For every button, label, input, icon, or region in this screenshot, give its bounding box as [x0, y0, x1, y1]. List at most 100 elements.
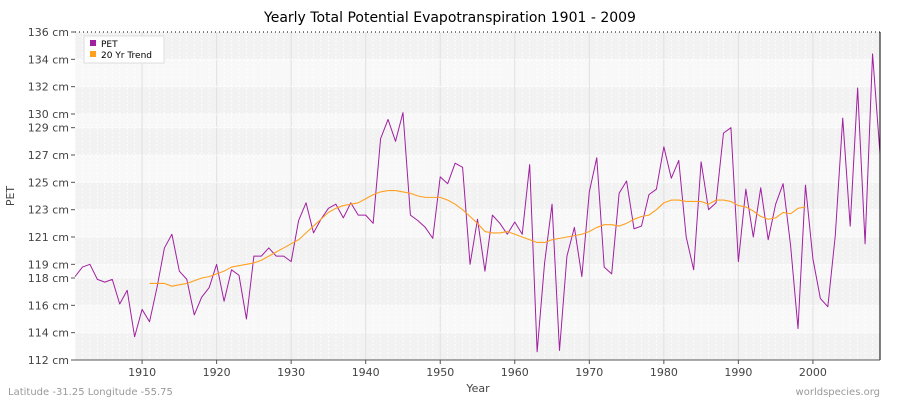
data-point-trend: [648, 214, 650, 216]
data-point-trend: [581, 233, 583, 235]
data-point-pet: [253, 255, 255, 257]
data-point-trend: [722, 199, 724, 201]
data-point-trend: [573, 234, 575, 236]
data-point-pet: [700, 161, 702, 163]
data-point-trend: [402, 191, 404, 193]
data-point-pet: [439, 176, 441, 178]
series-layer: [74, 53, 881, 353]
data-point-pet: [797, 327, 799, 329]
data-point-trend: [394, 189, 396, 191]
footer-coordinates: Latitude -31.25 Longitude -55.75: [8, 387, 173, 398]
data-point-trend: [685, 200, 687, 202]
data-point-trend: [745, 206, 747, 208]
data-point-pet: [379, 137, 381, 139]
data-point-trend: [439, 196, 441, 198]
data-point-pet: [111, 278, 113, 280]
data-point-trend: [238, 265, 240, 267]
data-point-pet: [126, 289, 128, 291]
data-point-pet: [558, 349, 560, 351]
data-point-pet: [566, 255, 568, 257]
data-point-trend: [625, 222, 627, 224]
x-tick-label: 1980: [650, 366, 678, 379]
y-tick-label: 123 cm: [28, 204, 69, 217]
data-point-pet: [722, 132, 724, 134]
data-point-trend: [357, 202, 359, 204]
data-point-trend: [178, 284, 180, 286]
data-point-pet: [819, 297, 821, 299]
x-tick-label: 2000: [799, 366, 827, 379]
data-point-pet: [804, 184, 806, 186]
legend-swatch-pet: [90, 40, 96, 46]
data-point-pet: [402, 111, 404, 113]
data-point-pet: [856, 87, 858, 89]
data-point-trend: [663, 202, 665, 204]
data-point-pet: [849, 225, 851, 227]
data-point-pet: [171, 233, 173, 235]
data-point-pet: [148, 321, 150, 323]
data-point-pet: [81, 266, 83, 268]
data-point-trend: [782, 211, 784, 213]
data-point-pet: [476, 218, 478, 220]
data-point-pet: [268, 247, 270, 249]
data-point-pet: [528, 163, 530, 165]
x-tick-label: 1960: [501, 366, 529, 379]
chart-title: Yearly Total Potential Evapotranspiratio…: [263, 10, 636, 26]
data-point-pet: [230, 269, 232, 271]
data-point-trend: [640, 215, 642, 217]
data-point-trend: [603, 224, 605, 226]
data-point-pet: [752, 236, 754, 238]
data-point-pet: [96, 278, 98, 280]
data-point-pet: [625, 180, 627, 182]
data-point-trend: [283, 247, 285, 249]
y-tick-label: 119 cm: [28, 258, 69, 271]
grid: [74, 31, 881, 361]
data-point-trend: [387, 189, 389, 191]
data-point-pet: [827, 306, 829, 308]
data-point-trend: [327, 211, 329, 213]
data-point-trend: [692, 200, 694, 202]
data-point-pet: [238, 274, 240, 276]
data-point-pet: [335, 203, 337, 205]
data-point-trend: [253, 262, 255, 264]
data-point-pet: [707, 208, 709, 210]
data-point-pet: [685, 236, 687, 238]
data-point-pet: [603, 266, 605, 268]
data-point-pet: [640, 225, 642, 227]
x-tick-label: 1940: [352, 366, 380, 379]
data-point-trend: [335, 207, 337, 209]
data-point-trend: [760, 215, 762, 217]
data-point-trend: [320, 218, 322, 220]
data-point-pet: [215, 263, 217, 265]
data-point-pet: [387, 118, 389, 120]
x-axis-label: Year: [465, 382, 490, 395]
data-point-trend: [454, 203, 456, 205]
footer-source: worldspecies.org: [796, 387, 880, 398]
data-point-pet: [491, 214, 493, 216]
data-point-pet: [655, 188, 657, 190]
data-point-pet: [275, 255, 277, 257]
legend-label-pet: PET: [101, 40, 118, 50]
data-point-trend: [543, 241, 545, 243]
data-point-trend: [156, 282, 158, 284]
data-point-trend: [290, 243, 292, 245]
data-point-trend: [514, 233, 516, 235]
data-point-trend: [193, 280, 195, 282]
data-point-trend: [730, 200, 732, 202]
data-point-pet: [633, 228, 635, 230]
data-point-trend: [476, 222, 478, 224]
data-point-trend: [700, 200, 702, 202]
data-point-trend: [491, 232, 493, 234]
data-point-trend: [446, 199, 448, 201]
data-point-pet: [297, 219, 299, 221]
x-tick-label: 1970: [575, 366, 603, 379]
data-point-pet: [514, 221, 516, 223]
data-point-pet: [670, 177, 672, 179]
series-line-trend: [149, 189, 806, 287]
data-point-pet: [648, 193, 650, 195]
data-point-pet: [454, 162, 456, 164]
data-point-trend: [655, 208, 657, 210]
data-point-pet: [618, 192, 620, 194]
legend-box: [83, 35, 165, 64]
data-point-trend: [379, 191, 381, 193]
